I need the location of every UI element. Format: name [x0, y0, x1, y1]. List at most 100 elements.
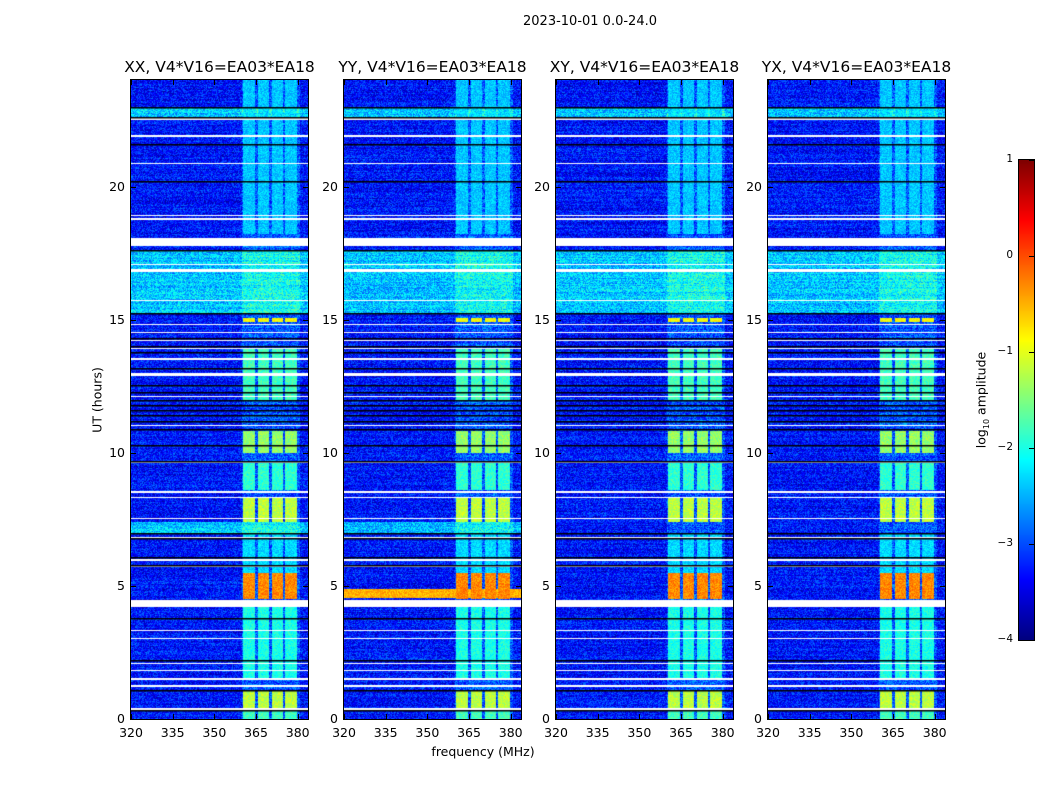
x-tick-mark — [681, 80, 683, 85]
heatmap-cells — [131, 80, 308, 719]
figure-title: 2023-10-01 0.0-24.0 — [523, 14, 657, 29]
x-tick-label: 365 — [669, 725, 693, 740]
y-tick-label: 0 — [542, 711, 550, 726]
y-tick-label: 10 — [746, 444, 762, 460]
x-tick-label: 365 — [881, 725, 905, 740]
x-tick-label: 335 — [797, 725, 822, 740]
y-tick-mark — [768, 452, 773, 454]
x-tick-label: 350 — [202, 725, 227, 740]
y-tick-label: 20 — [534, 178, 550, 194]
x-tick-label: 380 — [285, 725, 310, 740]
colorbar-label-rest: amplitude — [973, 351, 989, 419]
x-tick-mark — [214, 80, 216, 85]
x-tick-mark — [681, 714, 683, 719]
colorbar-tick-mark — [1029, 352, 1034, 353]
y-tick-mark — [303, 585, 308, 587]
x-tick-label: 320 — [756, 725, 780, 740]
x-tick-label: 365 — [457, 725, 481, 740]
spectrogram-panel-1 — [343, 79, 522, 720]
y-tick-mark — [516, 585, 521, 587]
x-tick-mark — [597, 714, 599, 719]
y-tick-mark — [516, 719, 521, 720]
x-tick-mark — [722, 714, 724, 719]
x-tick-mark — [427, 714, 429, 719]
x-tick-label: 350 — [415, 725, 440, 740]
colorbar-tick-label: −2 — [997, 441, 1013, 453]
x-tick-mark — [385, 714, 387, 719]
y-tick-label: 15 — [534, 311, 550, 327]
y-tick-mark — [940, 186, 945, 188]
y-tick-label: 15 — [746, 311, 762, 327]
panel-title: YY, V4*V16=EA03*EA18 — [338, 58, 527, 76]
x-tick-mark — [809, 714, 811, 719]
y-tick-mark — [516, 186, 521, 188]
y-tick-mark — [344, 186, 349, 188]
y-tick-mark — [556, 319, 561, 321]
colorbar-tick-mark — [1029, 448, 1034, 449]
y-tick-mark — [344, 719, 349, 720]
panel-title: XY, V4*V16=EA03*EA18 — [549, 58, 740, 76]
y-tick-label: 15 — [322, 311, 338, 327]
y-tick-mark — [940, 452, 945, 454]
y-tick-mark — [131, 452, 136, 454]
y-tick-label: 0 — [117, 711, 125, 726]
y-tick-label: 20 — [746, 178, 762, 194]
colorbar-tick-mark — [1029, 544, 1034, 545]
x-tick-mark — [256, 80, 258, 85]
y-tick-mark — [516, 319, 521, 321]
x-tick-label: 380 — [922, 725, 947, 740]
y-tick-mark — [344, 319, 349, 321]
spectrogram-panel-0 — [130, 79, 309, 720]
heatmap-cells — [768, 80, 945, 719]
x-tick-mark — [809, 80, 811, 85]
x-tick-label: 320 — [544, 725, 568, 740]
x-tick-label: 335 — [585, 725, 610, 740]
colorbar-tick-label: −4 — [997, 633, 1013, 645]
panel-title: YX, V4*V16=EA03*EA18 — [761, 58, 952, 76]
x-tick-mark — [256, 714, 258, 719]
panel-title: XX, V4*V16=EA03*EA18 — [124, 58, 315, 76]
y-tick-mark — [728, 719, 733, 720]
spectrogram-panel-3 — [767, 79, 946, 720]
y-tick-mark — [556, 585, 561, 587]
x-tick-mark — [851, 80, 853, 85]
y-tick-mark — [728, 585, 733, 587]
y-tick-mark — [303, 319, 308, 321]
colorbar-tick-mark — [1029, 640, 1034, 641]
x-tick-label: 380 — [498, 725, 523, 740]
x-tick-mark — [556, 80, 557, 85]
y-tick-label: 10 — [534, 444, 550, 460]
y-tick-mark — [768, 719, 773, 720]
y-tick-label: 5 — [330, 577, 338, 593]
x-tick-mark — [344, 714, 345, 719]
x-tick-mark — [469, 80, 471, 85]
x-tick-label: 335 — [160, 725, 185, 740]
x-tick-mark — [385, 80, 387, 85]
x-tick-mark — [934, 80, 936, 85]
x-tick-mark — [172, 714, 174, 719]
y-tick-label: 20 — [322, 178, 338, 194]
colorbar-tick-label: 0 — [1006, 249, 1013, 261]
y-tick-mark — [131, 719, 136, 720]
x-tick-mark — [131, 80, 132, 85]
y-tick-mark — [516, 452, 521, 454]
colorbar-tick-mark — [1029, 256, 1034, 257]
colorbar — [1018, 159, 1035, 641]
x-tick-mark — [768, 80, 769, 85]
x-tick-mark — [214, 714, 216, 719]
x-tick-label: 350 — [627, 725, 652, 740]
x-tick-label: 380 — [710, 725, 735, 740]
y-tick-mark — [556, 719, 561, 720]
y-tick-mark — [131, 319, 136, 321]
y-tick-mark — [344, 585, 349, 587]
x-tick-label: 350 — [839, 725, 864, 740]
x-tick-label: 320 — [332, 725, 356, 740]
x-tick-mark — [510, 80, 512, 85]
y-tick-mark — [556, 452, 561, 454]
y-tick-mark — [303, 452, 308, 454]
colorbar-tick-mark — [1029, 160, 1034, 161]
y-tick-label: 0 — [330, 711, 338, 726]
y-tick-mark — [768, 186, 773, 188]
x-tick-mark — [639, 80, 641, 85]
x-tick-mark — [344, 80, 345, 85]
